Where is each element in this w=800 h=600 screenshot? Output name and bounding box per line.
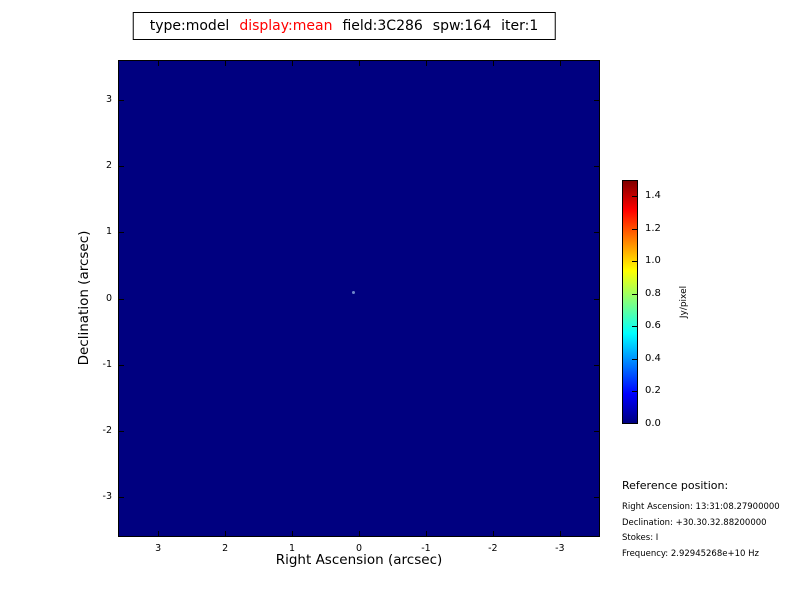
title-part-4: iter:1 (501, 18, 539, 34)
y-tick-mark-left (119, 232, 124, 234)
colorbar-tick-label: 0.0 (645, 418, 661, 429)
y-tick-label: -2 (102, 425, 112, 436)
x-tick-mark-bottom (559, 531, 561, 536)
colorbar-tick-label: 1.4 (645, 190, 661, 202)
x-tick-mark-bottom (225, 531, 227, 536)
colorbar-label: Jy/pixel (679, 285, 689, 319)
x-tick-mark-top (359, 61, 360, 66)
title-part-3: spw:164 (432, 18, 492, 34)
y-tick-mark-right (594, 232, 599, 234)
x-tick-mark-bottom (492, 531, 494, 536)
y-tick-mark-left (119, 166, 124, 167)
y-axis-label: Declination (arcsec) (76, 230, 92, 366)
x-tick-mark-top (225, 61, 227, 66)
title-part-0: type:model (149, 18, 230, 34)
x-tick-mark-bottom (158, 531, 160, 536)
colorbar-tick-mark (632, 261, 637, 263)
y-tick-mark-left (119, 364, 124, 366)
y-tick-mark-right (594, 497, 599, 499)
x-tick-label: -3 (555, 543, 565, 554)
colorbar-tick-label: 0.2 (645, 385, 661, 397)
x-axis-label: Right Ascension (arcsec) (275, 552, 443, 568)
x-tick-label: 2 (222, 543, 229, 554)
y-tick-label: 3 (105, 93, 112, 105)
x-tick-label: 3 (155, 543, 162, 554)
y-tick-mark-right (594, 431, 599, 432)
y-tick-label: 0 (105, 292, 112, 304)
colorbar-tick-label: 0.8 (645, 287, 661, 299)
title-part-1: display:mean (239, 18, 333, 34)
colorbar-tick-mark (632, 358, 637, 360)
reference-line: Stokes: I (622, 533, 659, 543)
x-tick-mark-top (425, 61, 427, 66)
y-tick-mark-right (594, 99, 599, 101)
colorbar-tick-mark (632, 423, 637, 424)
x-tick-label: 0 (355, 543, 363, 554)
x-tick-label: -2 (488, 543, 498, 554)
y-tick-label: 2 (105, 160, 112, 171)
y-tick-mark-left (119, 298, 124, 300)
colorbar-tick-mark (632, 326, 637, 328)
reference-line: Frequency: 2.92945268e+10 Hz (622, 548, 759, 559)
y-tick-mark-left (119, 497, 124, 499)
reference-line: Right Ascension: 13:31:08.27900000 (622, 502, 780, 512)
colorbar-tick-mark (632, 391, 637, 393)
colorbar (622, 180, 638, 424)
x-tick-mark-top (492, 61, 494, 66)
y-tick-mark-right (594, 298, 599, 300)
x-tick-mark-top (158, 61, 160, 66)
colorbar-tick-label: 0.6 (645, 320, 661, 332)
x-tick-mark-bottom (359, 531, 360, 536)
colorbar-tick-mark (632, 293, 637, 295)
x-tick-mark-top (292, 61, 294, 66)
reference-lines: Right Ascension: 13:31:08.27900000 Declin… (622, 500, 780, 562)
colorbar-tick-mark (632, 228, 637, 230)
reference-position-block: Reference position: Right Ascension: 13:… (622, 479, 780, 562)
point-source (351, 291, 355, 295)
plot-title-box: type:model display:mean field:3C286 spw:164… (132, 12, 556, 40)
reference-heading: Reference position: (622, 479, 729, 492)
y-tick-label: 1 (105, 226, 112, 238)
colorbar-tick-label: 1.0 (645, 255, 661, 267)
colorbar-tick-label: 1.2 (645, 222, 661, 234)
plot-title: type:model display:mean field:3C286 spw:164… (145, 18, 544, 34)
y-tick-mark-right (594, 364, 599, 366)
reference-line: Declination: +30.30.32.88200000 (622, 517, 767, 528)
y-tick-mark-left (119, 99, 124, 101)
x-tick-mark-bottom (425, 531, 427, 536)
x-tick-label: 1 (289, 543, 296, 554)
title-part-2: field:3C286 (342, 18, 423, 34)
colorbar-tick-label: 0.4 (645, 352, 661, 364)
y-tick-label: -3 (102, 491, 112, 503)
y-tick-mark-left (119, 431, 124, 432)
image-plot-area (118, 60, 600, 537)
y-tick-label: -1 (102, 358, 112, 370)
x-tick-mark-bottom (292, 531, 294, 536)
colorbar-tick-mark (632, 196, 637, 198)
x-tick-mark-top (559, 61, 561, 66)
y-tick-mark-right (594, 166, 599, 167)
x-tick-label: -1 (421, 543, 431, 554)
